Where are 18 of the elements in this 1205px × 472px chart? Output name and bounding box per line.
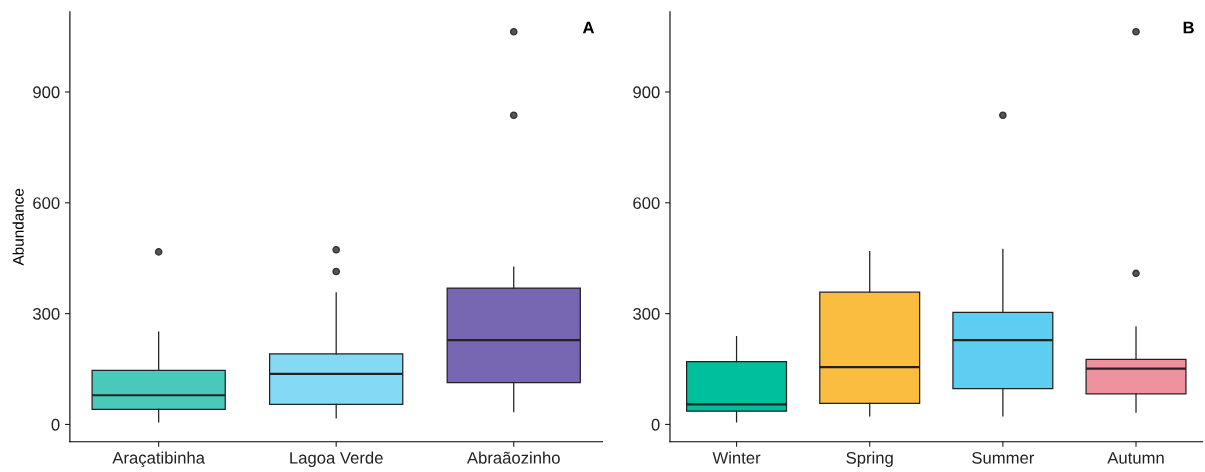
y-tick-label: 300 xyxy=(33,308,60,320)
y-tick-label: 0 xyxy=(51,418,60,431)
y-tick-label: 0 xyxy=(651,418,660,431)
y-tick-label: 900 xyxy=(633,86,660,99)
x-tick-label: Autumn xyxy=(1107,452,1164,464)
y-tick-label: 900 xyxy=(33,86,60,99)
y-tick-label: 600 xyxy=(33,197,60,209)
annotation: A xyxy=(582,21,595,34)
x-tick-label: Abraãozinho xyxy=(466,451,560,464)
x-tick-label: Spring xyxy=(846,451,893,468)
x-tick-label: Summer xyxy=(972,451,1035,464)
y-axis-title: Abundance xyxy=(12,188,24,266)
y-tick-label: 600 xyxy=(633,197,660,209)
y-tick-label: 300 xyxy=(633,308,660,320)
x-tick-label: Araçatibinha xyxy=(112,451,205,468)
x-tick-label: Winter xyxy=(712,451,761,464)
x-tick-label: Lagoa Verde xyxy=(290,451,383,468)
annotation: B xyxy=(1183,21,1194,34)
